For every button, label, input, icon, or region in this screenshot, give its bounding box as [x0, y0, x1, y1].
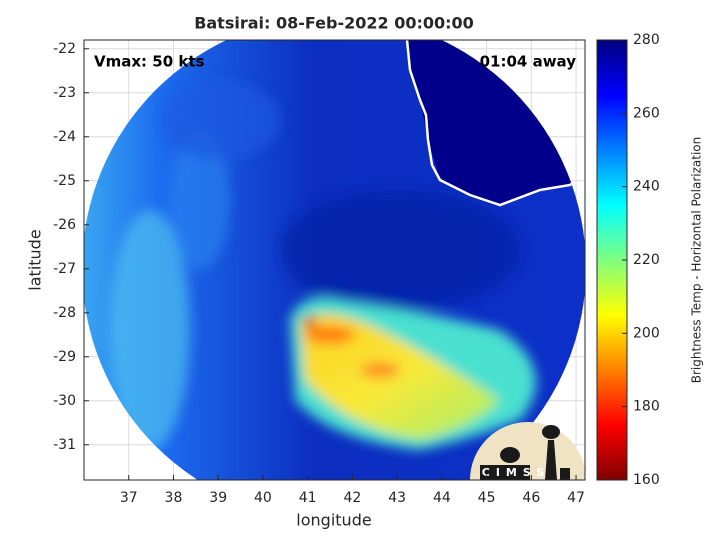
- x-tick-label: 43: [388, 490, 406, 506]
- x-tick-label: 37: [120, 490, 138, 506]
- colorbar-tick-label: 280: [633, 32, 660, 48]
- x-tick-label: 42: [343, 490, 361, 506]
- x-tick-label: 45: [478, 490, 496, 506]
- x-tick-label: 44: [433, 490, 451, 506]
- y-tick-label: -26: [53, 217, 76, 233]
- y-tick-label: -27: [53, 261, 76, 277]
- x-axis-label: longitude: [296, 511, 371, 530]
- colorbar-tick-label: 180: [633, 399, 660, 415]
- colorbar-label: Brightness Temp - Horizontal Polarizatio…: [690, 137, 704, 384]
- y-tick-label: -23: [53, 85, 76, 101]
- annotation: 01:04 away: [480, 53, 577, 71]
- colorbar-tick-label: 160: [633, 472, 660, 488]
- x-tick-label: 40: [254, 490, 272, 506]
- x-tick-label: 46: [522, 490, 540, 506]
- y-tick-label: -30: [53, 393, 76, 409]
- swath-image: CIMSS: [84, 40, 585, 480]
- chart-title: Batsirai: 08-Feb-2022 00:00:00: [194, 14, 474, 33]
- x-tick-label: 41: [299, 490, 317, 506]
- y-axis-label: latitude: [26, 229, 45, 290]
- colorbar-tick-label: 220: [633, 252, 660, 268]
- logo-text: CIMSS: [482, 466, 550, 479]
- y-tick-label: -25: [53, 173, 76, 189]
- y-tick-label: -31: [53, 437, 76, 453]
- y-tick-label: -28: [53, 305, 76, 321]
- y-tick-label: -24: [53, 129, 76, 145]
- annotation: Vmax: 50 kts: [94, 53, 204, 71]
- logo: CIMSS: [470, 422, 585, 480]
- x-tick-label: 47: [567, 490, 585, 506]
- x-tick-label: 39: [209, 490, 227, 506]
- y-tick-label: -22: [53, 41, 76, 57]
- colorbar-tick-label: 240: [633, 179, 660, 195]
- plot-frame: [83, 39, 586, 481]
- colorbar-tick-label: 260: [633, 105, 660, 121]
- colorbar-tick-label: 200: [633, 325, 660, 341]
- y-tick-label: -29: [53, 349, 76, 365]
- x-tick-label: 38: [165, 490, 183, 506]
